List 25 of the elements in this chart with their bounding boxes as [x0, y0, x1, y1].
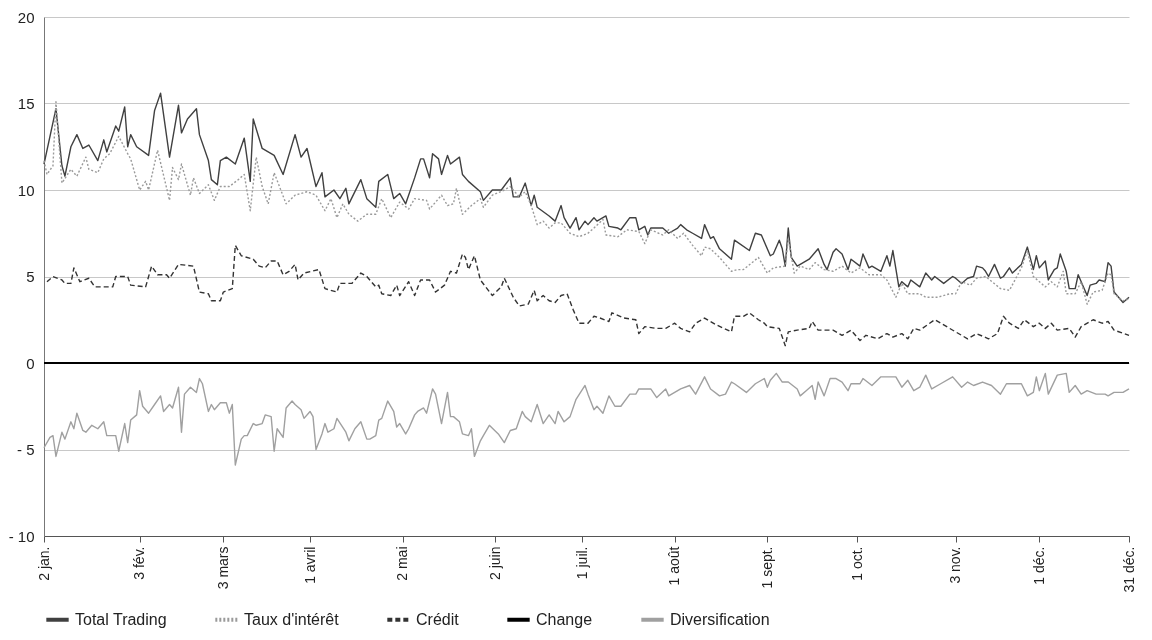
- x-tick-label: 3 nov.: [947, 546, 964, 584]
- x-tick-label: 2 jan.: [35, 546, 52, 581]
- y-tick-label: 0: [26, 354, 35, 372]
- x-tick-label: 31 déc.: [1120, 546, 1137, 593]
- x-tick-label: 1 avril: [301, 546, 318, 584]
- legend-label: Crédit: [416, 610, 460, 628]
- legend-label: Taux d'intérêt: [244, 610, 340, 628]
- x-tick-label: 1 oct.: [848, 546, 865, 581]
- y-tick-label: 15: [17, 95, 35, 112]
- x-tick-label: 1 juil.: [573, 546, 590, 580]
- x-tick-label: 2 mai: [394, 546, 411, 581]
- legend-label: Change: [536, 610, 593, 628]
- x-tick-label: 1 sept.: [758, 546, 775, 589]
- x-tick-label: 3 fév.: [131, 546, 148, 580]
- y-tick-label: 20: [17, 8, 35, 26]
- y-tick-label: 10: [17, 181, 35, 199]
- legend-label: Total Trading: [75, 610, 167, 628]
- y-tick-label: - 10: [8, 527, 35, 545]
- legend-label: Diversification: [670, 610, 770, 628]
- x-tick-label: 3 mars: [214, 546, 231, 590]
- x-tick-label: 2 juin: [486, 546, 503, 580]
- y-tick-label: 5: [26, 268, 35, 285]
- x-tick-label: 1 déc.: [1030, 546, 1047, 585]
- y-tick-label: - 5: [16, 441, 35, 458]
- x-tick-label: 1 août: [666, 546, 683, 586]
